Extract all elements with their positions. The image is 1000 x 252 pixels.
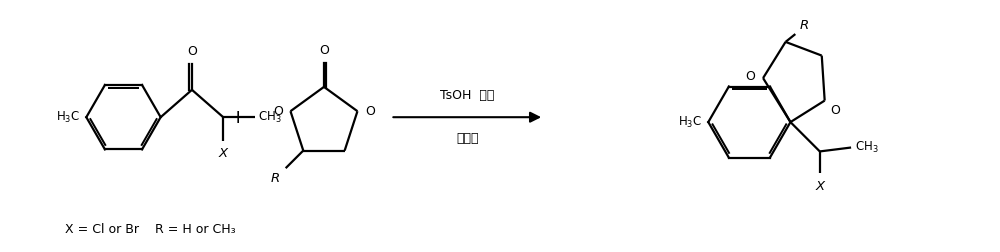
Text: H$_3$C: H$_3$C xyxy=(678,115,702,130)
Text: O: O xyxy=(319,44,329,56)
Text: O: O xyxy=(187,45,197,57)
Text: R: R xyxy=(799,19,809,32)
Text: X: X xyxy=(219,146,228,160)
Text: O: O xyxy=(745,70,755,83)
Text: CH$_3$: CH$_3$ xyxy=(258,110,282,125)
Text: R: R xyxy=(271,172,280,185)
Text: X = Cl or Br    R = H or CH₃: X = Cl or Br R = H or CH₃ xyxy=(65,223,235,236)
Text: 季锨盐: 季锨盐 xyxy=(456,132,478,145)
Text: O: O xyxy=(273,105,283,118)
Text: X: X xyxy=(815,180,824,193)
Text: H$_3$C: H$_3$C xyxy=(56,110,80,125)
Text: O: O xyxy=(831,105,840,117)
Text: +: + xyxy=(230,108,246,127)
Text: O: O xyxy=(365,105,375,118)
Text: CH$_3$: CH$_3$ xyxy=(855,140,879,155)
Text: TsOH  甲苯: TsOH 甲苯 xyxy=(440,88,494,102)
